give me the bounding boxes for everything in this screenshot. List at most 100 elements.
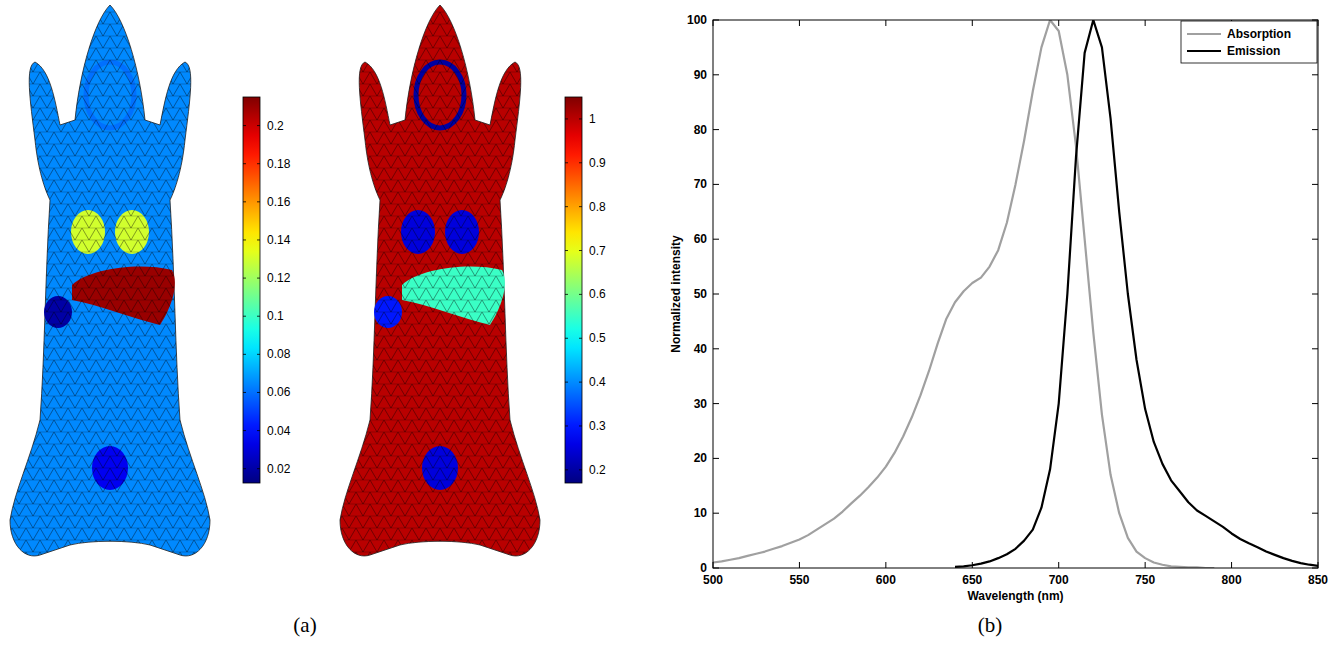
colorbar <box>243 97 260 483</box>
colorbar-tick-label: 0.1 <box>267 309 284 323</box>
mesh-overlay <box>330 0 550 570</box>
y-tick <box>713 74 719 75</box>
x-tick <box>1145 20 1146 26</box>
x-tick-label: 750 <box>1135 573 1155 587</box>
colorbar-tick <box>257 392 260 393</box>
colorbar-tick <box>243 163 246 164</box>
x-tick-label: 600 <box>876 573 896 587</box>
plot-lines <box>713 20 1318 568</box>
colorbar-tick <box>257 163 260 164</box>
colorbar-tick <box>579 294 582 295</box>
colorbar-tick <box>579 382 582 383</box>
x-tick <box>1318 20 1319 26</box>
legend-label: Emission <box>1227 44 1280 58</box>
colorbar-tick <box>243 430 246 431</box>
y-tick <box>1312 129 1318 130</box>
x-tick-label: 500 <box>703 573 723 587</box>
y-tick <box>1312 74 1318 75</box>
x-tick <box>713 562 714 568</box>
x-tick <box>713 20 714 26</box>
x-tick <box>1231 562 1232 568</box>
colorbar-tick <box>565 162 568 163</box>
colorbar-tick-label: 0.9 <box>589 156 606 170</box>
colorbar-tick-label: 0.6 <box>589 287 606 301</box>
y-tick <box>1312 348 1318 349</box>
colorbar-tick <box>579 206 582 207</box>
colorbar-tick <box>243 278 246 279</box>
mouse-mesh <box>330 0 550 570</box>
x-tick <box>1058 562 1059 568</box>
plot-frame <box>713 20 1318 568</box>
y-tick-label: 90 <box>694 68 708 82</box>
colorbar-tick <box>579 118 582 119</box>
colorbar-tick-label: 0.7 <box>589 244 606 258</box>
y-axis-title: Normalized intensity <box>669 235 683 353</box>
legend: AbsorptionEmission <box>1181 21 1317 63</box>
y-tick <box>713 568 719 569</box>
y-tick <box>713 403 719 404</box>
colorbar-tick <box>257 354 260 355</box>
colorbar-tick <box>565 425 568 426</box>
colorbar-tick <box>243 316 246 317</box>
legend-swatch <box>1187 50 1221 52</box>
x-tick <box>972 20 973 26</box>
y-tick <box>1312 458 1318 459</box>
colorbar-tick <box>257 239 260 240</box>
mesh-overlay <box>0 0 220 570</box>
y-tick <box>1312 239 1318 240</box>
colorbar-tick-label: 0.2 <box>267 119 284 133</box>
colorbar-tick <box>257 316 260 317</box>
y-tick <box>1312 513 1318 514</box>
x-tick <box>1318 562 1319 568</box>
x-tick <box>885 562 886 568</box>
colorbar-tick <box>257 125 260 126</box>
colorbar-tick <box>579 162 582 163</box>
x-tick <box>1145 562 1146 568</box>
y-tick <box>713 184 719 185</box>
x-tick-label: 650 <box>962 573 982 587</box>
colorbar-tick <box>579 469 582 470</box>
colorbar-tick <box>243 354 246 355</box>
mouse-mesh <box>0 0 220 570</box>
colorbar-tick-label: 0.16 <box>267 195 291 209</box>
series-line <box>713 20 1214 568</box>
colorbar-tick <box>565 338 568 339</box>
x-axis-title: Wavelength (nm) <box>967 589 1063 603</box>
colorbar-tick <box>579 338 582 339</box>
x-tick-label: 700 <box>1049 573 1069 587</box>
colorbar-tick-label: 0.14 <box>267 233 291 247</box>
y-tick <box>1312 20 1318 21</box>
colorbar-tick-label: 1 <box>589 112 596 126</box>
y-tick <box>713 348 719 349</box>
colorbar-tick-label: 0.8 <box>589 200 606 214</box>
legend-box <box>1181 21 1317 63</box>
y-tick <box>1312 184 1318 185</box>
y-tick-label: 30 <box>694 397 708 411</box>
panel-label: (a) <box>293 613 316 637</box>
x-tick <box>1058 20 1059 26</box>
colorbar-tick <box>565 469 568 470</box>
colorbar-tick <box>243 125 246 126</box>
colorbar-tick-label: 0.3 <box>589 419 606 433</box>
y-tick <box>1312 403 1318 404</box>
colorbar-tick <box>243 239 246 240</box>
y-tick-label: 70 <box>694 177 708 191</box>
colorbar-tick-label: 0.4 <box>589 375 606 389</box>
y-tick <box>713 513 719 514</box>
colorbar-tick <box>565 118 568 119</box>
y-tick-label: 0 <box>700 561 707 575</box>
colorbar-tick-label: 0.04 <box>267 424 291 438</box>
colorbar-tick <box>243 201 246 202</box>
y-tick-label: 20 <box>694 451 708 465</box>
colorbar-tick-label: 0.06 <box>267 385 291 399</box>
y-tick <box>713 458 719 459</box>
colorbar-tick <box>257 201 260 202</box>
y-tick-label: 10 <box>694 506 708 520</box>
colorbar-tick-label: 0.18 <box>267 157 291 171</box>
colorbar-tick <box>257 430 260 431</box>
y-tick-label: 100 <box>687 13 707 27</box>
colorbar-tick-label: 0.02 <box>267 462 291 476</box>
colorbar-tick-label: 0.08 <box>267 347 291 361</box>
panel-label: (b) <box>978 613 1003 637</box>
y-tick-label: 80 <box>694 123 708 137</box>
